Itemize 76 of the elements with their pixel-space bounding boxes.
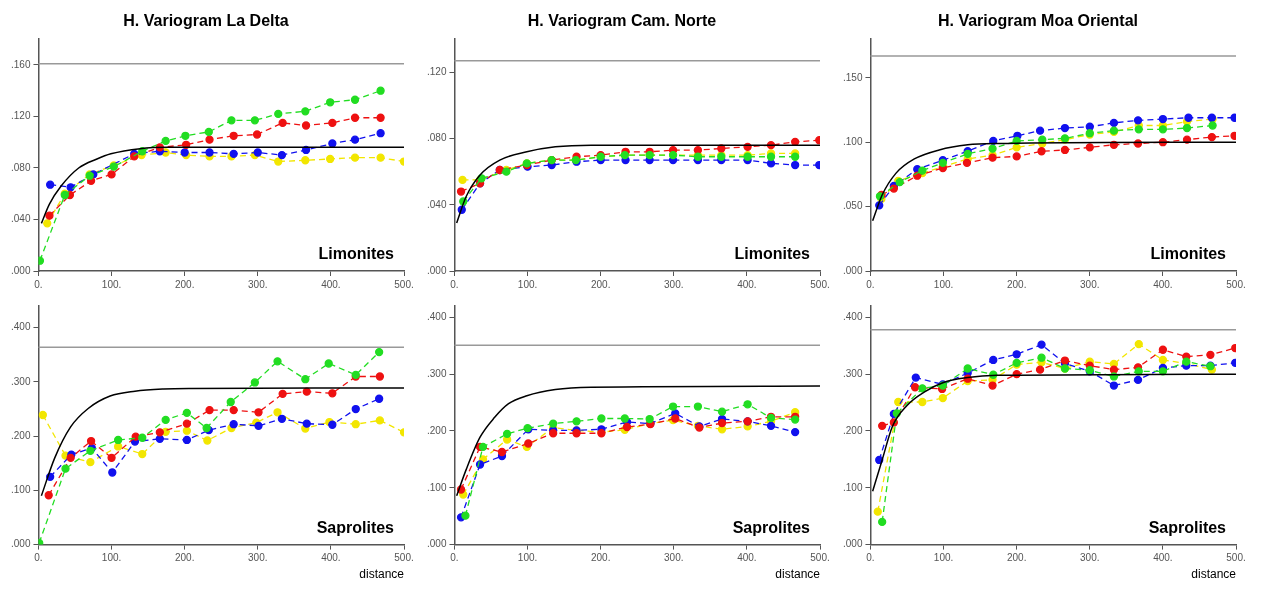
y-tick-label: .080 [10,161,31,173]
annotation: Limonites [1150,245,1227,263]
y-tick-label: .040 [10,213,31,225]
x-tick-label: 400. [1153,278,1173,290]
y-tick-label: .040 [426,198,447,210]
y-tick-label: .000 [842,538,863,550]
x-tick-label: 100. [101,278,122,290]
x-tick-label: 200. [1006,552,1027,564]
x-tick-label: 400. [321,278,341,290]
x-tick-label: 300. [248,552,268,564]
y-tick-label: .200 [10,429,31,441]
x-tick-label: 0. [450,278,459,290]
x-tick-label: 400. [737,278,757,290]
annotation: Saprolites [316,519,395,537]
x-tick-label: 300. [1080,278,1100,290]
x-tick-label: 0. [450,552,459,564]
x-tick-label: 200. [174,552,195,564]
x-tick-label: 300. [664,552,684,564]
y-tick-label: .000 [426,264,447,276]
x-tick-label: 500. [810,278,830,290]
y-tick-label: .000 [842,264,863,276]
y-tick-label: .300 [10,375,31,387]
y-tick-label: .100 [842,481,863,493]
y-tick-label: .050 [842,200,863,212]
x-tick-label: 100. [933,552,954,564]
x-tick-label: 100. [517,552,538,564]
annotation: Saprolites [732,519,811,537]
y-tick-label: .160 [10,58,31,70]
x-tick-label: 500. [1226,278,1246,290]
x-tick-label: 200. [590,278,611,290]
x-axis-title: distance [1191,567,1237,582]
annotation: Limonites [734,245,811,263]
x-tick-label: 400. [737,552,757,564]
y-tick-label: .000 [10,538,31,550]
x-tick-label: 100. [517,278,538,290]
x-tick-label: 100. [101,552,122,564]
chart-title: H. Variogram La Delta [123,12,289,30]
annotation: Limonites [318,245,395,263]
y-tick-label: .200 [426,424,447,436]
x-tick-label: 0. [34,552,43,564]
y-tick-label: .200 [842,424,863,436]
x-tick-label: 300. [248,278,268,290]
x-tick-label: 500. [394,552,414,564]
x-tick-label: 100. [933,278,954,290]
y-tick-label: .400 [426,311,447,323]
y-tick-label: .400 [10,321,31,333]
y-tick-label: .100 [426,481,447,493]
x-tick-label: 0. [866,278,875,290]
x-tick-label: 400. [321,552,341,564]
x-tick-label: 300. [1080,552,1100,564]
x-tick-label: 200. [174,278,195,290]
x-tick-label: 0. [34,278,43,290]
y-tick-label: .100 [10,484,31,496]
y-tick-label: .120 [426,66,447,78]
y-tick-label: .150 [842,71,863,83]
x-axis-title: distance [775,567,821,582]
x-tick-label: 500. [810,552,830,564]
chart-title: H. Variogram Moa Oriental [937,12,1139,30]
y-tick-label: .100 [842,135,863,147]
y-tick-label: .000 [10,264,31,276]
y-tick-label: .300 [842,367,863,379]
y-tick-label: .000 [426,538,447,550]
x-tick-label: 200. [590,552,611,564]
annotation: Saprolites [1148,519,1227,537]
x-tick-label: 500. [394,278,414,290]
y-tick-label: .400 [842,311,863,323]
x-axis-title: distance [359,567,405,582]
y-tick-label: .080 [426,132,447,144]
x-tick-label: 400. [1153,552,1173,564]
y-tick-label: .300 [426,367,447,379]
x-tick-label: 500. [1226,552,1246,564]
y-tick-label: .120 [10,110,31,122]
x-tick-label: 300. [664,278,684,290]
x-tick-label: 0. [866,552,875,564]
chart-title: H. Variogram Cam. Norte [527,12,717,30]
x-tick-label: 200. [1006,278,1027,290]
